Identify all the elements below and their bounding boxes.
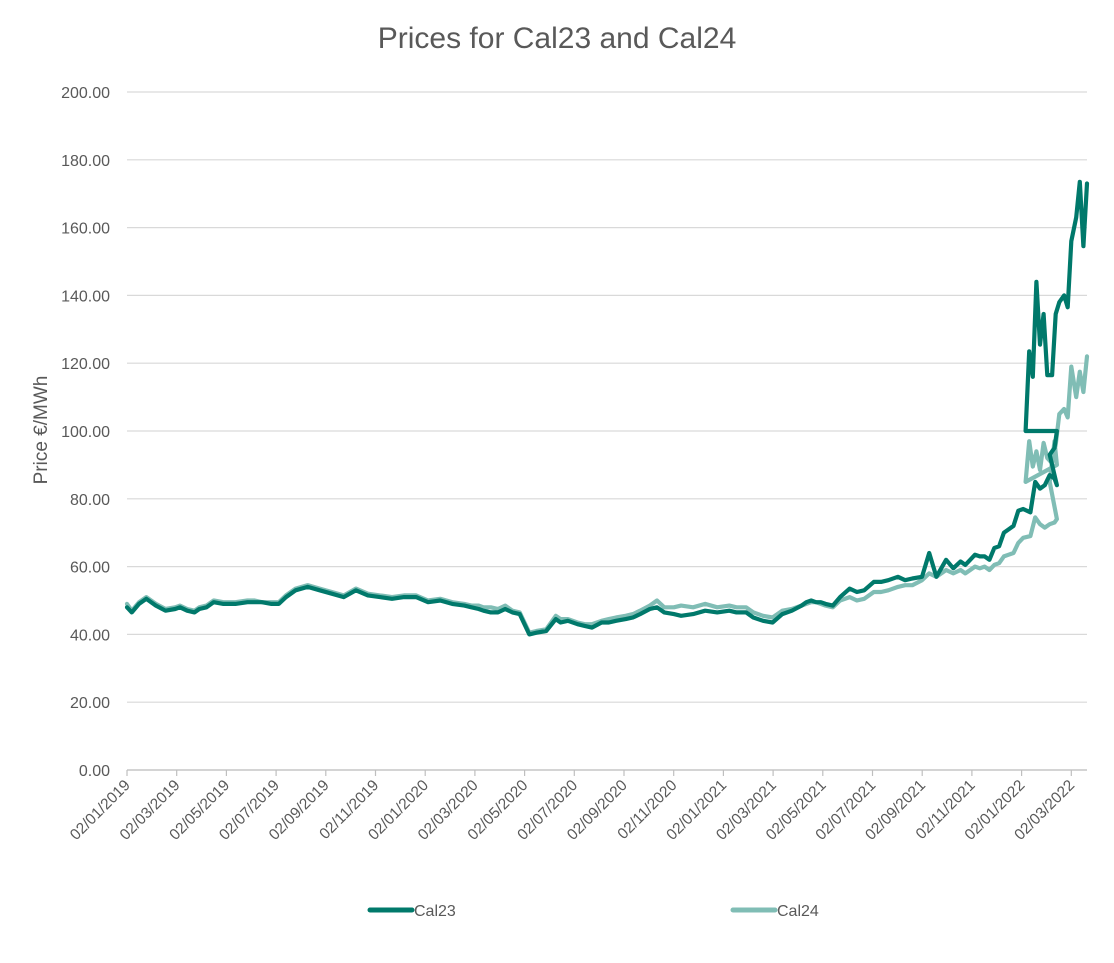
- y-tick-label: 180.00: [61, 153, 110, 170]
- series-line-cal24: [124, 354, 1090, 635]
- legend: Cal23 Cal24: [367, 903, 819, 920]
- y-tick-label: 160.00: [61, 221, 110, 238]
- y-tick-label: 60.00: [70, 560, 110, 577]
- y-tick-label: 100.00: [61, 424, 110, 441]
- x-axis: 02/01/201902/03/201902/05/201902/07/2019…: [67, 769, 1087, 844]
- y-axis-ticks: 0.00 20.00 40.00 60.00 80.00 100.00 120.00 140.…: [61, 85, 110, 780]
- legend-label-cal24: Cal24: [777, 903, 819, 920]
- legend-label-cal23: Cal23: [414, 903, 456, 920]
- y-tick-label: 40.00: [70, 627, 110, 644]
- series-lines: [124, 179, 1090, 637]
- series-line-cal23: [124, 179, 1090, 637]
- y-tick-label: 140.00: [61, 288, 110, 305]
- chart-title: Prices for Cal23 and Cal24: [378, 22, 737, 55]
- y-tick-label: 20.00: [70, 695, 110, 712]
- y-tick-label: 0.00: [79, 763, 110, 780]
- gridlines: [127, 91, 1087, 771]
- y-axis-label: Price €/MWh: [31, 376, 52, 485]
- y-tick-label: 80.00: [70, 492, 110, 509]
- y-tick-label: 200.00: [61, 85, 110, 102]
- y-tick-label: 120.00: [61, 356, 110, 373]
